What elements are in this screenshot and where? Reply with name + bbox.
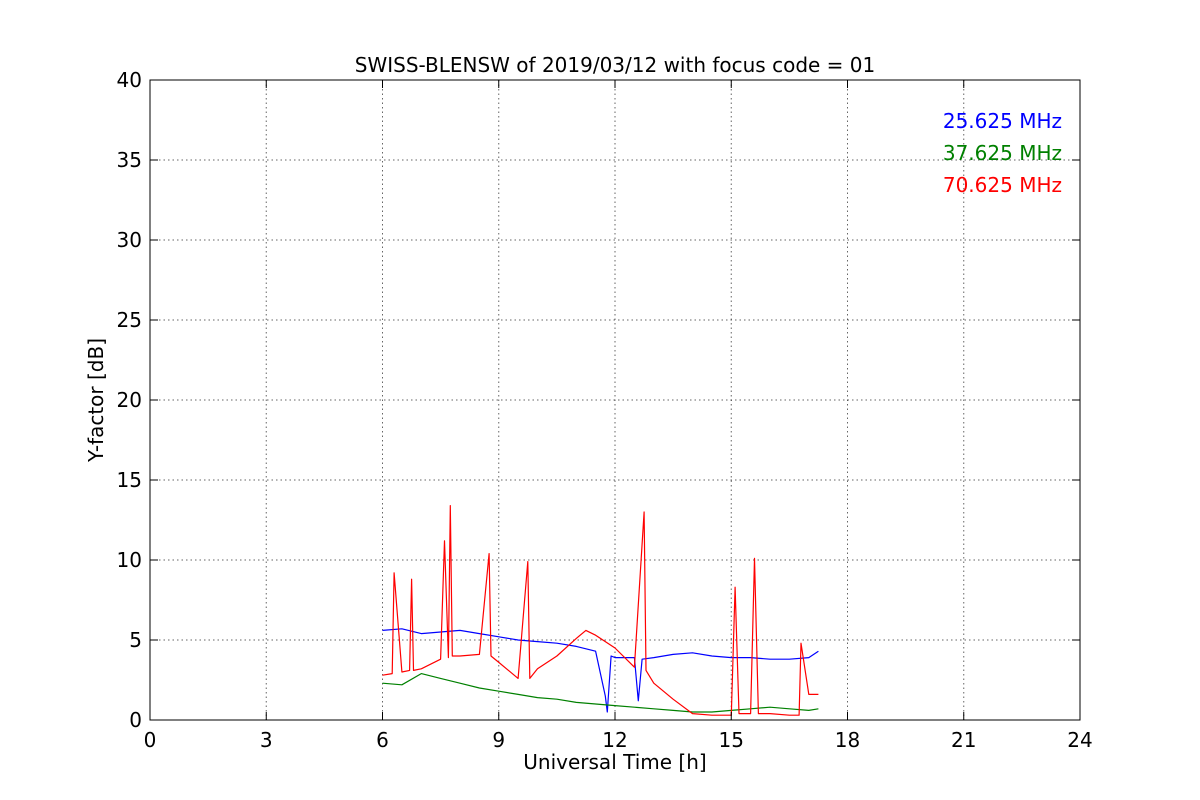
- y-tick-label: 5: [129, 628, 142, 652]
- x-tick-label: 18: [835, 728, 860, 752]
- x-tick-label: 21: [951, 728, 976, 752]
- y-tick-label: 0: [129, 708, 142, 732]
- y-tick-label: 20: [117, 388, 142, 412]
- chart-title: SWISS-BLENSW of 2019/03/12 with focus co…: [355, 53, 876, 77]
- x-axis-label: Universal Time [h]: [523, 750, 706, 774]
- legend-entry: 37.625 MHz: [943, 141, 1062, 165]
- legend-entry: 25.625 MHz: [943, 109, 1062, 133]
- ticks: 0 3 6 9 12 15 18 21 24 0 5 10 15 20 25 30 35 40: [117, 68, 1093, 752]
- y-tick-label: 30: [117, 228, 142, 252]
- x-tick-label: 0: [144, 728, 157, 752]
- grid: [150, 80, 1080, 720]
- y-tick-label: 25: [117, 308, 142, 332]
- x-tick-label: 12: [602, 728, 627, 752]
- y-tick-label: 15: [117, 468, 142, 492]
- legend: 25.625 MHz 37.625 MHz 70.625 MHz: [943, 109, 1062, 197]
- x-tick-label: 6: [376, 728, 389, 752]
- series-line-2: [382, 505, 819, 716]
- x-tick-label: 24: [1067, 728, 1092, 752]
- legend-entry: 70.625 MHz: [943, 173, 1062, 197]
- y-tick-label: 10: [117, 548, 142, 572]
- plot-series: [382, 505, 819, 716]
- y-axis-label: Y-factor [dB]: [84, 338, 108, 463]
- x-tick-label: 9: [492, 728, 505, 752]
- y-tick-label: 40: [117, 68, 142, 92]
- x-tick-label: 3: [260, 728, 273, 752]
- series-line-1: [382, 672, 819, 713]
- y-tick-label: 35: [117, 148, 142, 172]
- x-tick-label: 15: [719, 728, 744, 752]
